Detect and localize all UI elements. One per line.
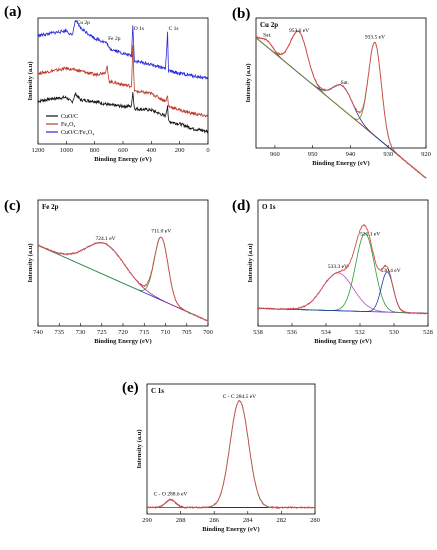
x-tick-label: 200 bbox=[175, 147, 185, 154]
y-axis-label-b: Intensity (a.u) bbox=[245, 63, 252, 102]
x-tick-label: 530 bbox=[389, 329, 399, 336]
x-tick-label: 740 bbox=[33, 329, 43, 336]
panel-d: (d) O 1s 538 536 534 532 530 528 Binding Energy … bbox=[232, 198, 433, 345]
envelope-line bbox=[257, 223, 429, 315]
peak-annotation: C - O 288.6 eV bbox=[154, 492, 188, 498]
peak-annotation: Sat. bbox=[341, 80, 350, 86]
component-peak bbox=[258, 232, 428, 314]
x-tick-label: 725 bbox=[97, 329, 107, 336]
peak-annotation: 533.3 eV bbox=[328, 264, 348, 270]
plot-frame-d bbox=[257, 199, 429, 327]
x-tick-label: 532 bbox=[355, 329, 365, 336]
x-axis-label-b: Binding Energy (eV) bbox=[312, 160, 369, 167]
peak-label: Fe 2p bbox=[108, 36, 121, 42]
x-tick-label: 800 bbox=[90, 147, 100, 154]
x-axis-label-a: Binding Energy (eV) bbox=[94, 156, 151, 163]
x-tick-label: 715 bbox=[139, 329, 149, 336]
x-tick-label: 0 bbox=[206, 147, 209, 154]
panel-c: (c) Fe 2p 740 735 730 725 720 715 710 705 700 Bindi… bbox=[4, 198, 213, 345]
panel-title-e: C 1s bbox=[151, 387, 164, 395]
x-tick-label: 288 bbox=[176, 517, 186, 524]
envelope-line bbox=[146, 399, 316, 510]
x-tick-label: 730 bbox=[76, 329, 86, 336]
x-tick-label: 735 bbox=[54, 329, 64, 336]
peak-label: O 1s bbox=[134, 26, 144, 32]
x-tick-label: 700 bbox=[203, 329, 213, 336]
legend-entry: CuO/C/Fe₃O₄ bbox=[61, 130, 94, 136]
peak-annotation: 933.5 eV bbox=[365, 34, 385, 40]
peak-label: Cu 2p bbox=[77, 20, 91, 26]
x-tick-label: 600 bbox=[118, 147, 128, 154]
component-peak bbox=[147, 499, 315, 508]
x-tick-label: 930 bbox=[383, 151, 393, 158]
x-tick-label: 1000 bbox=[60, 147, 73, 154]
series-line bbox=[37, 92, 209, 134]
panel-title-d: O 1s bbox=[262, 203, 276, 211]
peak-annotation: Sat. bbox=[263, 33, 272, 39]
x-axis-label-e: Binding Energy (eV) bbox=[202, 526, 259, 533]
legend-entry: Fe₃O₄ bbox=[61, 122, 76, 128]
x-tick-label: 720 bbox=[118, 329, 128, 336]
peak-annotation: 711.0 eV bbox=[151, 229, 171, 235]
peak-annotation: 953.6 eV bbox=[289, 28, 309, 34]
peak-annotation: 530.4 eV bbox=[381, 268, 401, 274]
x-tick-label: 538 bbox=[253, 329, 263, 336]
panel-e: (e) C 1s 290 288 286 284 282 280 Binding Energy … bbox=[122, 380, 320, 533]
x-axis-label-d: Binding Energy (eV) bbox=[314, 338, 371, 345]
x-tick-label: 534 bbox=[321, 329, 332, 336]
x-tick-label: 940 bbox=[346, 151, 356, 158]
panel-label-e: (e) bbox=[122, 380, 139, 396]
x-tick-label: 290 bbox=[142, 517, 152, 524]
legend-entry: CuO/C bbox=[61, 114, 78, 120]
peak-annotation: 531.1 eV bbox=[360, 232, 380, 238]
x-tick-label: 528 bbox=[423, 329, 433, 336]
component-peak bbox=[258, 272, 428, 314]
plot-frame-e bbox=[146, 383, 316, 515]
peak-label: C 1s bbox=[169, 26, 179, 32]
plot-frame-b bbox=[255, 17, 427, 149]
envelope-line bbox=[37, 236, 209, 322]
x-tick-label: 1200 bbox=[32, 147, 45, 154]
x-tick-label: 284 bbox=[243, 517, 254, 524]
panel-label-d: (d) bbox=[232, 198, 250, 214]
panel-label-b: (b) bbox=[232, 6, 250, 22]
envelope-line bbox=[255, 30, 427, 179]
panel-b: (b) Cu 2p 960 950 940 930 920 Binding Energy (e… bbox=[232, 6, 431, 179]
panel-label-c: (c) bbox=[4, 198, 21, 214]
x-tick-label: 400 bbox=[146, 147, 156, 154]
component-peak bbox=[258, 271, 428, 314]
panel-label-a: (a) bbox=[4, 4, 22, 20]
x-tick-label: 950 bbox=[308, 151, 318, 158]
panel-title-b: Cu 2p bbox=[260, 21, 278, 29]
y-axis-label-e: Intensity (a.u) bbox=[136, 429, 143, 468]
x-axis-label-c: Binding Energy (eV) bbox=[94, 338, 151, 345]
peak-annotation: 724.1 eV bbox=[95, 236, 115, 242]
panel-title-c: Fe 2p bbox=[42, 203, 59, 211]
y-axis-label-d: Intensity (a.u) bbox=[247, 243, 254, 282]
x-tick-label: 286 bbox=[209, 517, 220, 524]
y-axis-label-c: Intensity (a.u) bbox=[27, 243, 34, 282]
series-line bbox=[37, 45, 209, 118]
x-tick-label: 280 bbox=[310, 517, 320, 524]
x-tick-label: 710 bbox=[161, 329, 171, 336]
x-tick-label: 282 bbox=[277, 517, 287, 524]
peak-annotation: C - C 284.5 eV bbox=[223, 394, 256, 400]
x-tick-label: 705 bbox=[182, 329, 192, 336]
x-tick-label: 960 bbox=[270, 151, 280, 158]
series-line bbox=[37, 19, 209, 80]
x-tick-label: 920 bbox=[421, 151, 431, 158]
panel-a: (a) 1200 1000 800 600 400 200 0 Binding Energy (… bbox=[4, 4, 210, 163]
y-axis-label-a: Intensity (a.u) bbox=[27, 61, 34, 100]
x-tick-label: 536 bbox=[287, 329, 298, 336]
